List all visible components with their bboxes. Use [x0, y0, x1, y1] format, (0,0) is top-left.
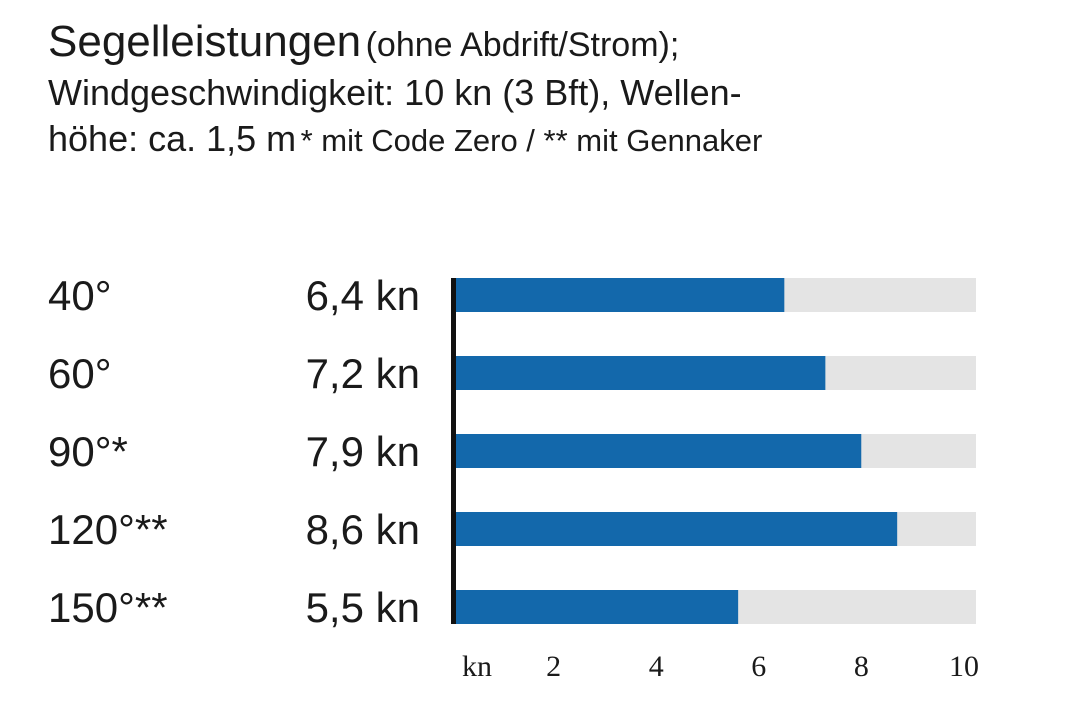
value-label: 7,9 kn	[306, 428, 420, 475]
x-tick-label: 4	[649, 650, 664, 683]
x-tick-label: 2	[546, 650, 561, 683]
bar	[456, 278, 785, 312]
x-axis-unit-label: kn	[462, 650, 492, 683]
chart-header: Segelleistungen (ohne Abdrift/Strom); Wi…	[48, 14, 1008, 161]
category-label: 150°**	[48, 584, 168, 631]
bar	[456, 434, 862, 468]
x-tick-label: 6	[751, 650, 766, 683]
value-label: 6,4 kn	[306, 272, 420, 319]
value-label: 8,6 kn	[306, 506, 420, 553]
chart-subtitle: Windgeschwindigkeit: 10 kn (3 Bft), Well…	[48, 71, 742, 113]
category-label: 40°	[48, 272, 112, 319]
category-label: 90°*	[48, 428, 128, 475]
category-label: 120°**	[48, 506, 168, 553]
title-line: Segelleistungen (ohne Abdrift/Strom);	[48, 14, 1008, 70]
value-label: 7,2 kn	[306, 350, 420, 397]
bar	[456, 512, 898, 546]
category-label: 60°	[48, 350, 112, 397]
value-label: 5,5 kn	[306, 584, 420, 631]
bar	[456, 590, 739, 624]
x-tick-label: 10	[949, 650, 979, 683]
bar	[456, 356, 826, 390]
chart-subtitle-continued: höhe: ca. 1,5 m	[48, 117, 297, 159]
y-axis-line	[451, 278, 456, 624]
footnote-legend: * mit Code Zero / ** mit Gennaker	[300, 122, 763, 158]
subtitle-line-3: höhe: ca. 1,5 m * mit Code Zero / ** mit…	[48, 116, 1008, 162]
chart-title: Segelleistungen	[48, 17, 362, 66]
x-tick-label: 8	[854, 650, 869, 683]
chart-title-note: (ohne Abdrift/Strom);	[365, 26, 680, 64]
